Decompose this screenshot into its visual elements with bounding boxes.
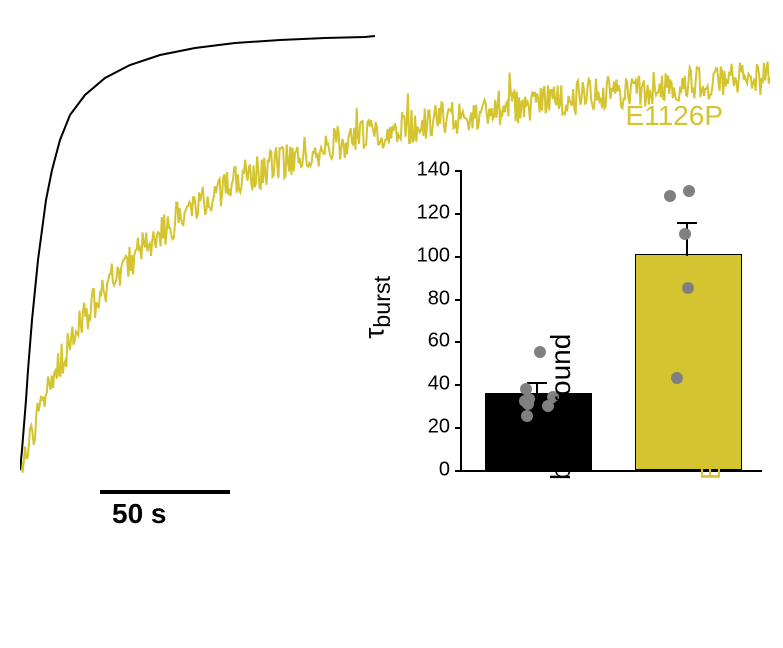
x-axis-label-e1126p: E1126P — [695, 382, 727, 480]
x-axis-label-background: background — [545, 334, 577, 480]
error-cap — [677, 222, 697, 224]
y-tick — [455, 470, 462, 472]
trace-label-e1126p: E1126P — [625, 100, 723, 132]
y-tick — [455, 256, 462, 258]
data-point — [521, 410, 533, 422]
y-tick-label: 140 — [417, 159, 450, 182]
data-point — [523, 393, 535, 405]
data-point — [683, 185, 695, 197]
y-tick-label: 60 — [428, 330, 450, 353]
data-point — [679, 228, 691, 240]
y-tick — [455, 427, 462, 429]
trace-background — [20, 36, 375, 470]
y-tick — [455, 384, 462, 386]
y-tick-label: 20 — [428, 416, 450, 439]
scale-bar-label: 50 s — [112, 498, 167, 530]
data-point — [671, 372, 683, 384]
error-bar — [536, 384, 538, 395]
y-tick-label: 40 — [428, 373, 450, 396]
y-tick-label: 80 — [428, 287, 450, 310]
scale-bar — [100, 490, 230, 494]
y-tick — [455, 299, 462, 301]
y-tick-label: 0 — [439, 459, 450, 482]
data-point — [664, 190, 676, 202]
y-tick — [455, 213, 462, 215]
y-tick — [455, 341, 462, 343]
y-tick-label: 100 — [417, 244, 450, 267]
y-axis-label: τburst — [358, 276, 396, 339]
data-point — [682, 282, 694, 294]
inset-bar-chart: τburst backgroundE1126P 0204060801001201… — [400, 170, 760, 620]
y-tick-label: 120 — [417, 201, 450, 224]
y-tick — [455, 170, 462, 172]
